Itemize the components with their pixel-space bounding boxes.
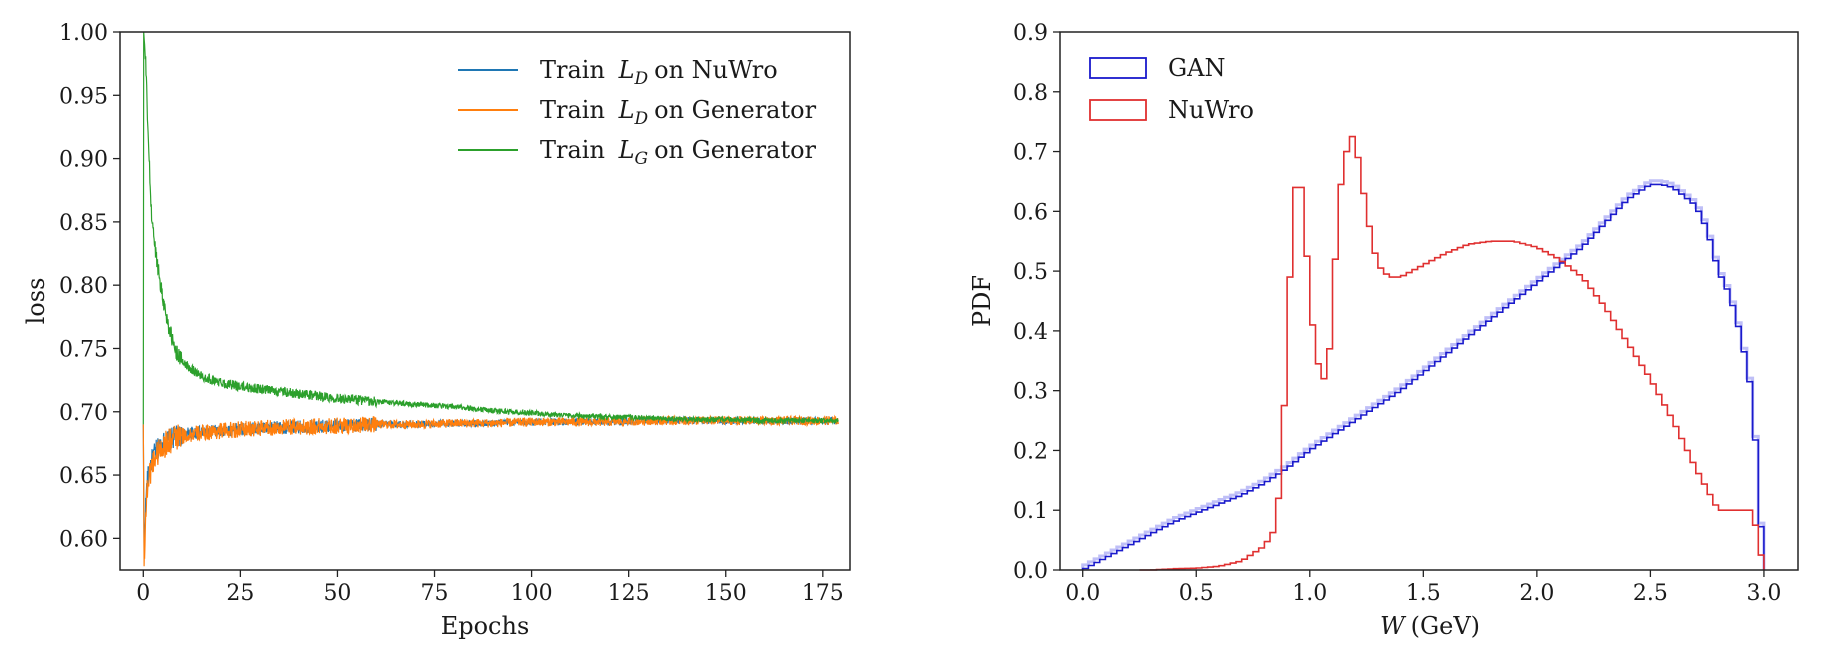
pdf-y-ticks: 0.0 0.1 0.2 0.3 0.4 0.5 0.6 0.7 0.8 0.9 (1013, 21, 1060, 584)
loss-series-line-1 (142, 414, 839, 567)
x-tick-label: 1.5 (1406, 581, 1441, 606)
y-tick-label: 0.7 (1013, 141, 1048, 166)
pdf-x-ticks: 0.0 0.5 1.0 1.5 2.0 2.5 3.0 (1065, 570, 1781, 606)
loss-legend-entry: Train LD on Generator (540, 96, 817, 129)
pdf-chart: 0.0 0.5 1.0 1.5 2.0 2.5 3.0 0.0 0.1 0.2 0.3 0.4 0.5… (968, 21, 1799, 640)
x-tick-label: 3.0 (1746, 581, 1781, 606)
pdf-legend-label: GAN (1168, 54, 1226, 82)
loss-axes-frame (119, 31, 851, 571)
x-tick-label: 50 (323, 581, 351, 606)
y-tick-label: 0.70 (59, 401, 108, 426)
pdf-y-axis-label: PDF (968, 275, 996, 327)
loss-y-ticks: 0.60 0.65 0.70 0.75 0.80 0.85 0.90 0.95 1.00 (59, 21, 120, 552)
legend-text: on NuWro (654, 56, 778, 84)
loss-x-axis-label: Epochs (441, 612, 530, 640)
y-tick-label: 0.60 (59, 527, 108, 552)
legend-text: on Generator (654, 96, 816, 124)
loss-legend-entry: Train LG on Generator (540, 136, 817, 169)
y-tick-label: 0.4 (1013, 320, 1048, 345)
legend-symbol: L (618, 136, 635, 164)
legend-subscript: G (635, 149, 649, 169)
y-tick-label: 0.8 (1013, 81, 1048, 106)
pdf-x-axis-symbol: W (1380, 612, 1407, 640)
pdf-series-step-0 (1081, 183, 1765, 570)
y-tick-label: 0.2 (1013, 439, 1048, 464)
legend-subscript: D (634, 69, 649, 89)
legend-text: Train (540, 96, 613, 124)
x-tick-label: 2.0 (1519, 581, 1554, 606)
y-tick-label: 0.80 (59, 274, 108, 299)
loss-series-line-2 (142, 32, 839, 426)
y-tick-label: 0.90 (59, 148, 108, 173)
y-tick-label: 0.75 (59, 337, 108, 362)
y-tick-label: 0.5 (1013, 260, 1048, 285)
loss-plot-area (142, 32, 839, 567)
x-tick-label: 150 (705, 581, 747, 606)
loss-x-ticks: 0 25 50 75 100 125 150 175 (136, 570, 844, 606)
y-tick-label: 0.85 (59, 211, 108, 236)
legend-subscript: D (634, 109, 649, 129)
x-tick-label: 0 (136, 581, 150, 606)
x-tick-label: 0.5 (1179, 581, 1214, 606)
y-tick-label: 0.65 (59, 464, 108, 489)
pdf-x-axis-label: W (GeV) (1380, 612, 1480, 640)
legend-text: on Generator (654, 136, 816, 164)
pdf-legend: GAN NuWro (1089, 54, 1254, 124)
loss-series-line-0 (142, 415, 839, 552)
y-tick-label: 0.9 (1013, 21, 1048, 46)
y-tick-label: 0.95 (59, 84, 108, 109)
legend-text: Train (540, 56, 613, 84)
loss-legend-entry: Train LD on NuWro (540, 56, 778, 89)
x-tick-label: 125 (608, 581, 650, 606)
y-tick-label: 0.3 (1013, 380, 1048, 405)
legend-symbol: L (618, 56, 635, 84)
pdf-x-axis-unit: (GeV) (1411, 612, 1480, 640)
x-tick-label: 25 (226, 581, 254, 606)
x-tick-label: 100 (511, 581, 553, 606)
legend-symbol: L (618, 96, 635, 124)
pdf-axes-frame (1059, 31, 1799, 571)
x-tick-label: 0.0 (1065, 581, 1100, 606)
legend-text: Train (540, 136, 613, 164)
loss-chart: 0 25 50 75 100 125 150 175 0.60 0.65 0.70 0.75 0.80… (22, 21, 851, 640)
pdf-legend-label: NuWro (1168, 96, 1254, 124)
pdf-plot-area (1081, 135, 1766, 571)
y-tick-label: 0.1 (1013, 499, 1048, 524)
y-tick-label: 0.6 (1013, 200, 1048, 225)
pdf-series-step-1 (1139, 135, 1765, 571)
x-tick-label: 75 (421, 581, 449, 606)
pdf-legend-swatch (1089, 99, 1147, 121)
y-tick-label: 1.00 (59, 21, 108, 46)
y-tick-label: 0.0 (1013, 559, 1048, 584)
x-tick-label: 2.5 (1633, 581, 1668, 606)
loss-y-axis-label: loss (22, 278, 50, 325)
x-tick-label: 175 (802, 581, 844, 606)
x-tick-label: 1.0 (1292, 581, 1327, 606)
pdf-legend-swatch (1089, 57, 1147, 79)
